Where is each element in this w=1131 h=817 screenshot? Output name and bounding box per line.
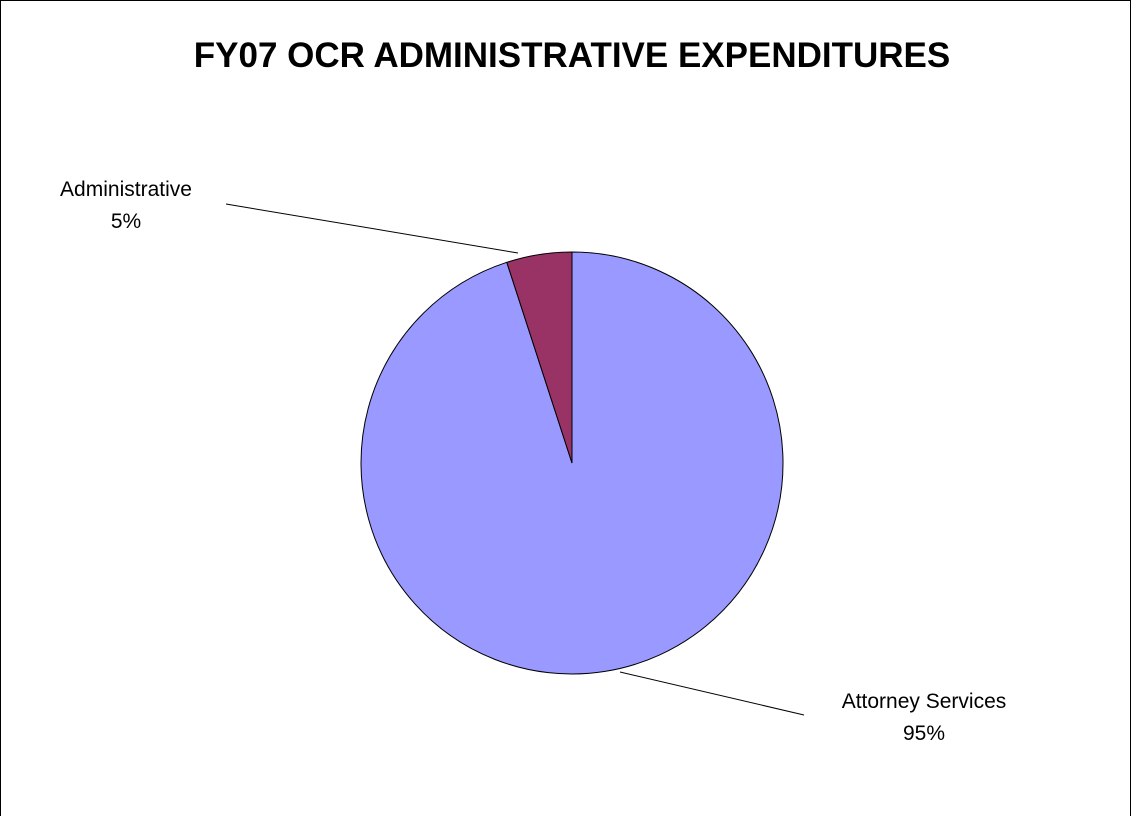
data-labels: Attorney Services 95% Administrative 5% bbox=[60, 178, 1006, 745]
chart-title: FY07 OCR ADMINISTRATIVE EXPENDITURES bbox=[194, 36, 950, 75]
leader-line-administrative bbox=[225, 203, 519, 254]
data-label-administrative: Administrative 5% bbox=[60, 178, 192, 233]
leader-lines bbox=[225, 203, 805, 716]
data-label-attorney-services: Attorney Services 95% bbox=[842, 690, 1007, 745]
data-label-percent: 95% bbox=[903, 722, 945, 745]
data-label-percent: 5% bbox=[111, 210, 141, 233]
leader-line-attorney-services bbox=[619, 671, 805, 716]
data-label-category: Attorney Services bbox=[842, 690, 1007, 713]
pie-slices bbox=[360, 251, 784, 675]
data-label-category: Administrative bbox=[60, 178, 192, 201]
pie-slice-administrative bbox=[506, 251, 573, 464]
